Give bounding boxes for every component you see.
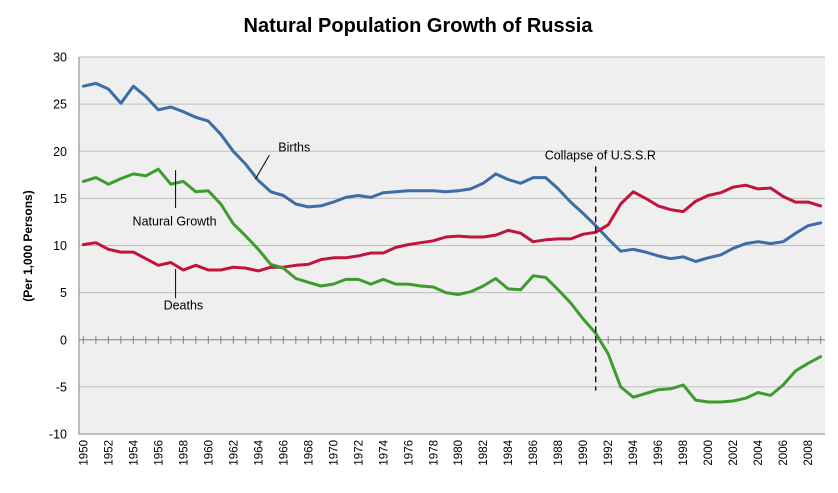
y-tick-label: 15	[53, 192, 67, 206]
x-tick-label: 1964	[253, 439, 265, 465]
series-line-deaths	[81, 183, 823, 273]
births-leader-line	[254, 154, 270, 180]
chart-title: Natural Population Growth of Russia	[244, 15, 594, 37]
x-tick-label: 1986	[528, 440, 540, 466]
y-axis-label: (Per 1,000 Persons)	[21, 190, 35, 301]
x-tick-label: 1970	[328, 440, 340, 466]
deaths-label: Deaths	[164, 299, 204, 313]
series-line-births	[81, 81, 823, 263]
x-tick-label: 1978	[428, 440, 440, 466]
y-tick-label: 20	[53, 145, 67, 159]
y-tick-label: 0	[60, 333, 67, 347]
axis-layer: -10 -5 0 5 10 15 20 25 30 1950 1952 1954 1956 1958 196…	[49, 51, 825, 466]
x-tick-label: 1998	[678, 440, 690, 466]
y-tick-label: 25	[53, 98, 67, 112]
x-tick-label: 1958	[178, 440, 190, 466]
x-tick-label: 2002	[728, 440, 740, 466]
x-tick-label: 1996	[653, 440, 665, 466]
x-tick-label: 1960	[203, 440, 215, 466]
x-tick-label: 1992	[603, 440, 615, 466]
x-tick-label: 1954	[128, 439, 140, 465]
series-line-natural-growth	[81, 167, 823, 404]
x-tick-label: 2006	[778, 440, 790, 466]
x-tick-label: 2008	[803, 440, 815, 466]
x-tick-label: 1972	[353, 440, 365, 466]
x-tick-label: 1988	[553, 440, 565, 466]
annotation-layer: Births Natural Growth Deaths Collapse of U.…	[133, 140, 656, 391]
x-tick-label: 1984	[503, 439, 515, 465]
x-tick-label: 1980	[453, 440, 465, 466]
ussr-collapse-label: Collapse of U.S.S.R	[545, 149, 656, 163]
natural-growth-label: Natural Growth	[133, 215, 217, 229]
x-tick-label: 1962	[228, 440, 240, 466]
x-tick-label: 1956	[153, 440, 165, 466]
x-tick-label: 2000	[703, 440, 715, 466]
x-tick-label: 1950	[78, 440, 90, 466]
x-tick-label: 1966	[278, 440, 290, 466]
x-tick-label: 1976	[403, 440, 415, 466]
births-label: Births	[278, 140, 310, 154]
y-tick-label: -5	[56, 380, 67, 394]
y-tick-label: -10	[49, 428, 67, 442]
x-tick-label: 1990	[578, 440, 590, 466]
y-tick-label: 5	[60, 286, 67, 300]
x-tick-label: 2004	[753, 439, 765, 465]
x-tick-label: 1968	[303, 440, 315, 466]
y-tick-label: 10	[53, 239, 67, 253]
x-tick-label: 1994	[628, 439, 640, 465]
x-tick-label: 1974	[378, 439, 390, 465]
x-tick-label: 1982	[478, 440, 490, 466]
series-layer	[81, 81, 823, 404]
x-tick-label: 1952	[103, 440, 115, 466]
y-tick-label: 30	[53, 51, 67, 65]
